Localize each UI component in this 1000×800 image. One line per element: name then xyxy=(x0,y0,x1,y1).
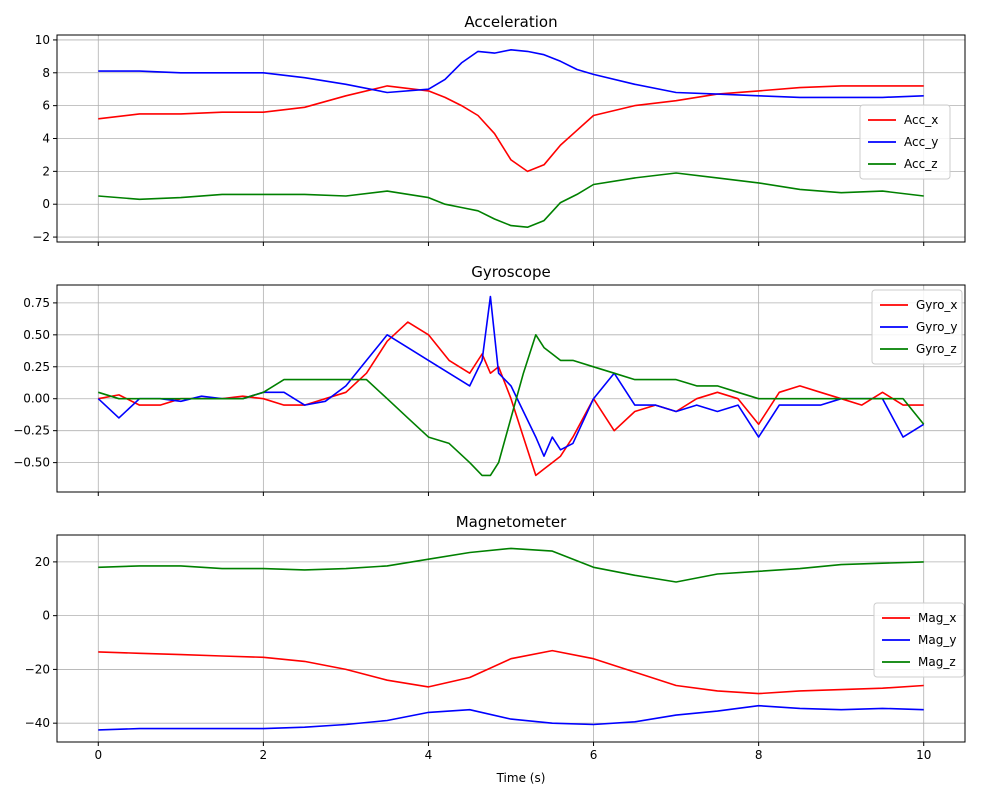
series-line-gyro-z xyxy=(98,333,925,477)
y-tick-label: −0.50 xyxy=(13,456,50,470)
plot-frame xyxy=(56,284,966,493)
y-tick-label: 4 xyxy=(42,132,50,146)
legend-box xyxy=(859,104,951,180)
legend-entry: Mag_y xyxy=(918,633,956,647)
legend-entry: Mag_x xyxy=(918,611,956,625)
y-tick-label: −2 xyxy=(32,230,50,244)
chart-panel-2: Gyroscope −0.50 −0.25 0.00 0.25 0.50 0.75 Gyro_… xyxy=(13,263,966,496)
legend-entry: Acc_x xyxy=(904,113,938,127)
y-tick-label: 2 xyxy=(42,164,50,178)
series-line-acc-y xyxy=(98,48,924,99)
chart-title: Magnetometer xyxy=(456,513,567,531)
series-line-mag-y xyxy=(98,704,924,731)
y-tick-label: 10 xyxy=(35,33,50,47)
y-tick-label: −0.25 xyxy=(13,424,50,438)
legend-entry: Gyro_x xyxy=(916,298,958,312)
y-tick-label: −20 xyxy=(25,662,50,676)
legend-entry: Acc_z xyxy=(904,157,938,171)
y-tick-label: 20 xyxy=(35,555,50,569)
y-tick-label: 6 xyxy=(42,99,50,113)
chart-panel-1: Acceleration −2 0 2 4 6 8 10 Acc_x Acc_y Acc_z xyxy=(32,13,966,246)
y-tick-label: 0.25 xyxy=(23,360,50,374)
chart-title: Acceleration xyxy=(464,13,557,31)
series-line-mag-z xyxy=(98,547,924,583)
series-line-mag-x xyxy=(98,649,924,695)
legend: Gyro_x Gyro_y Gyro_z xyxy=(871,289,963,365)
x-axis-label: Time (s) xyxy=(496,771,546,785)
chart-title: Gyroscope xyxy=(471,263,551,281)
y-tick-label: −40 xyxy=(25,716,50,730)
y-tick-label: 8 xyxy=(42,66,50,80)
y-tick-label: 0.00 xyxy=(23,392,50,406)
legend-entry: Gyro_z xyxy=(916,342,957,356)
series-line-gyro-y xyxy=(97,295,925,458)
series-line-gyro-x xyxy=(98,321,924,477)
legend-box xyxy=(871,289,963,365)
x-tick-label: 6 xyxy=(590,748,598,762)
x-tick-label: 4 xyxy=(425,748,433,762)
y-tick-label: 0.75 xyxy=(23,296,50,310)
legend: Acc_x Acc_y Acc_z xyxy=(859,104,951,180)
legend-entry: Acc_y xyxy=(904,135,938,149)
y-tick-label: 0.50 xyxy=(23,328,50,342)
legend: Mag_x Mag_y Mag_z xyxy=(873,602,965,678)
x-tick-label: 8 xyxy=(755,748,763,762)
x-tick-label: 10 xyxy=(916,748,931,762)
x-tick-label: 2 xyxy=(260,748,268,762)
plot-frame xyxy=(56,534,966,743)
x-tick-label: 0 xyxy=(94,748,102,762)
legend-box xyxy=(873,602,965,678)
y-tick-label: 0 xyxy=(42,197,50,211)
y-tick-label: 0 xyxy=(42,609,50,623)
legend-entry: Mag_z xyxy=(918,655,956,669)
series-line-acc-x xyxy=(98,85,924,173)
series-line-acc-z xyxy=(98,172,924,228)
legend-entry: Gyro_y xyxy=(916,320,958,334)
